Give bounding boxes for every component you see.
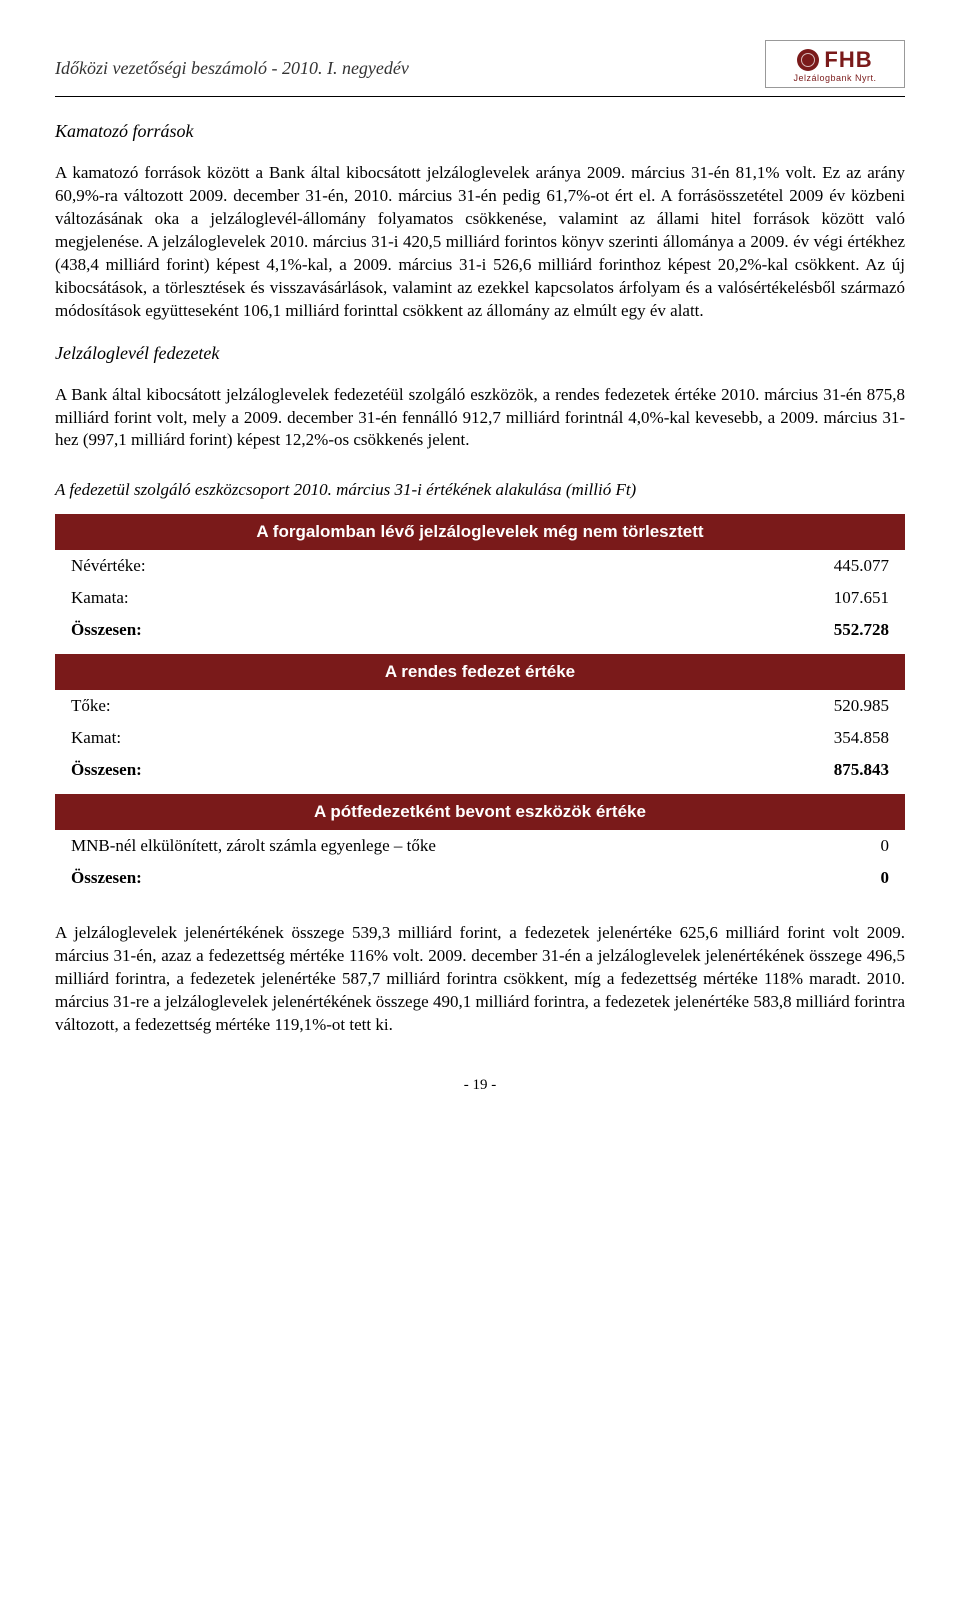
header-divider	[55, 96, 905, 97]
table-additional-collateral: A pótfedezetként bevont eszközök értéke …	[55, 794, 905, 894]
sum-label: Összesen:	[55, 754, 515, 786]
page-number: - 19 -	[55, 1077, 905, 1094]
paragraph-footer: A jelzáloglevelek jelenértékének összege…	[55, 922, 905, 1037]
table-sum-row: Összesen:552.728	[55, 614, 905, 646]
sum-label: Összesen:	[55, 862, 826, 894]
page-header: Időközi vezetőségi beszámoló - 2010. I. …	[55, 40, 905, 88]
logo-subtitle: Jelzálogbank Nyrt.	[776, 73, 894, 83]
table-banner-1: A forgalomban lévő jelzáloglevelek még n…	[55, 514, 905, 550]
cell-label: MNB-nél elkülönített, zárolt számla egye…	[55, 830, 826, 862]
table-banner-3: A pótfedezetként bevont eszközök értéke	[55, 794, 905, 830]
table-caption: A fedezetül szolgáló eszközcsoport 2010.…	[55, 480, 905, 500]
cell-value: 445.077	[522, 550, 905, 582]
cell-value: 107.651	[522, 582, 905, 614]
cell-label: Tőke:	[55, 690, 515, 722]
logo-globe-icon	[797, 49, 819, 71]
section-title-kamatozo: Kamatozó források	[55, 121, 905, 142]
logo-brand: FHB	[824, 47, 872, 73]
table-sum-row: Összesen:0	[55, 862, 905, 894]
cell-value: 0	[826, 830, 905, 862]
table-row: MNB-nél elkülönített, zárolt számla egye…	[55, 830, 905, 862]
cell-label: Névértéke:	[55, 550, 522, 582]
cell-label: Kamata:	[55, 582, 522, 614]
table-banner-2: A rendes fedezet értéke	[55, 654, 905, 690]
table-row: Kamat:354.858	[55, 722, 905, 754]
cell-value: 354.858	[515, 722, 905, 754]
logo: FHB Jelzálogbank Nyrt.	[765, 40, 905, 88]
cell-value: 520.985	[515, 690, 905, 722]
table-sum-row: Összesen:875.843	[55, 754, 905, 786]
table-row: Tőke:520.985	[55, 690, 905, 722]
table-outstanding-bonds: A forgalomban lévő jelzáloglevelek még n…	[55, 514, 905, 646]
table-row: Névértéke:445.077	[55, 550, 905, 582]
paragraph-kamatozo: A kamatozó források között a Bank által …	[55, 162, 905, 323]
table-row: Kamata:107.651	[55, 582, 905, 614]
sum-value: 552.728	[522, 614, 905, 646]
header-title: Időközi vezetőségi beszámoló - 2010. I. …	[55, 40, 409, 79]
cell-label: Kamat:	[55, 722, 515, 754]
section-title-fedezetek: Jelzáloglevél fedezetek	[55, 343, 905, 364]
paragraph-fedezetek: A Bank által kibocsátott jelzáloglevelek…	[55, 384, 905, 453]
sum-value: 875.843	[515, 754, 905, 786]
table-regular-collateral: A rendes fedezet értéke Tőke:520.985 Kam…	[55, 654, 905, 786]
sum-label: Összesen:	[55, 614, 522, 646]
sum-value: 0	[826, 862, 905, 894]
